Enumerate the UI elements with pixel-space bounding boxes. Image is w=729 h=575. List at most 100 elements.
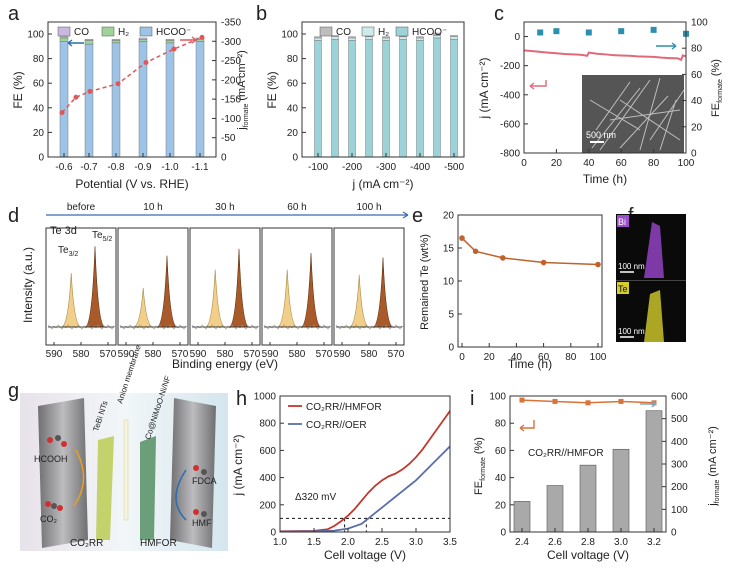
c-y2-tick-label-4: 80 [691,44,703,55]
point-i-fe-2 [585,400,591,406]
b-y-tick-label-0: 0 [292,153,298,164]
c-x-tick-label-0: 0 [521,158,527,169]
chart-c-y2-ticks: 0 20 40 60 80 100 [682,18,708,160]
b-y-tick-label-5: 100 [281,30,298,41]
c-x-tick-label-5: 100 [678,158,695,169]
bar-a-HCOO⁻--1.1 [195,41,205,158]
chart-f-eds-maps: Bi Te 100 nm 100 nm [616,214,686,342]
chart-d-core-label: Te 3d [50,225,77,237]
bar-a-HCOO⁻--1.0 [165,42,175,158]
legend-co-label: CO [74,27,89,38]
bar-b-HCOO⁻--350 [399,38,407,158]
d-x-tick-label-2-1: 580 [217,349,234,360]
bar-b-CO--450 [433,32,441,36]
chart-c-sem-texture [589,77,685,151]
eds-bi-scale-label: 100 nm [618,262,645,271]
chart-e-ylabel: Remained Te (wt%) [419,234,431,330]
chart-i-ylabel-fe: FE [473,481,485,495]
chart-a-jformate-points [59,34,205,116]
i-y-tick-label-5: 100 [489,392,506,403]
e-y-tick-label-1: 5 [448,310,454,321]
c-y2-tick-label-3: 60 [691,70,703,81]
e-x-tick-label-1: 20 [484,352,496,363]
chart-h-oer-line [279,445,451,533]
bar-a-CO--0.8 [111,38,121,41]
b-x-tick-label-1: -200 [342,162,362,173]
schematic-hcooh-label: HCOOH [34,454,68,464]
b-x-tick-label-2: -300 [376,162,396,173]
molecule-hcooh-o2 [61,441,67,447]
i-y2-tick-label-1: 100 [671,505,688,516]
panel-letter-a: a [8,3,20,25]
schematic-anode-plate [170,398,216,548]
chart-a-y2-ticks: 0 -50 -100 -150 -200 -250 -300 -350 [212,18,241,164]
e-x-tick-label-5: 100 [590,352,607,363]
chart-d-peak2-sub: 5/2 [103,236,113,243]
schematic-tebi-catalyst [96,436,114,540]
i-y2-tick-label-3: 300 [671,460,688,471]
legend-b-hcoo-swatch [395,26,409,37]
chart-h-frame [279,395,451,533]
chart-b: 0 20 40 60 80 100 -100 -200 -300 -400 -500 CO H₂ … [265,21,465,191]
e-x-tick-label-0: 0 [459,352,465,363]
bar-b-HCOO⁻--400 [416,40,424,158]
chart-a-y2label-unit: (mA cm⁻²) [236,50,248,100]
d-x-tick-label-0-1: 580 [73,349,90,360]
bar-b-H₂--250 [365,36,373,40]
chart-a-left-arrow [67,39,84,47]
e-y-tick-label-0: 0 [448,343,454,354]
i-x-tick-label-4: 3.2 [647,537,661,548]
d-x-tick-label-3-1: 580 [289,349,306,360]
e-x-tick-label-2: 40 [511,352,523,363]
bar-b-HCOO⁻--150 [331,38,339,158]
chart-h-legend-hmfor-label: CO₂RR//HMFOR [306,402,382,413]
b-x-tick-label-4: -500 [444,162,464,173]
i-y2-tick-label-2: 200 [671,482,688,493]
bar-b-H₂--200 [348,37,356,41]
legend-b-h2-swatch [361,26,375,37]
bar-a-HCOO⁻--0.8 [111,42,121,158]
legend-hcoo-swatch [139,26,153,37]
chart-c-fe-points [537,26,689,37]
c-x-tick-label-1: 20 [551,158,563,169]
d-peak-te52-0 [84,246,106,328]
c-y-tick-label-4: 0 [514,32,520,43]
bar-b-CO--500 [450,35,458,37]
chart-c: 500 nm -800 -600 -400 -200 0 0 20 40 60 80 100 0 2… [477,18,724,187]
bar-a-CO--0.9 [138,37,148,40]
bar-a-H₂--0.6 [59,37,69,42]
d-x-tick-label-4-1: 580 [361,349,378,360]
a-y2-tick-label-2: -100 [221,114,241,125]
b-x-tick-label-0: -100 [308,162,328,173]
chart-a-y2label-sub: formate [243,104,250,128]
chart-i-ylabel-sub: formate [480,457,487,481]
chart-h-ylabel: j (mA cm⁻²) [231,435,245,497]
chart-a-legend: CO H₂ HCOO⁻ [57,26,191,38]
chart-d-xlabel: Binding energy (eV) [172,357,278,371]
schematic-cathode-plate [38,398,88,548]
h-y-tick-label-4: 800 [259,419,276,430]
i-y2-tick-label-4: 400 [671,437,688,448]
chart-c-x-ticks: 0 20 40 60 80 100 [521,149,695,169]
chart-d: before 10 h 30 h 60 h 100 h 590 580 570 590 580 5… [21,202,409,371]
chart-b-legend: CO H₂ HCOO⁻ [319,26,447,38]
a-x-tick-label-4: -1.0 [161,162,179,173]
molecule-hmf-o [193,509,199,515]
h-x-tick-label-2: 2.0 [341,537,355,548]
chart-i-y-ticks: 0 20 40 60 80 100 [489,392,514,539]
b-y-tick-label-2: 40 [287,103,299,114]
c-y-tick-label-2: -400 [500,90,520,101]
bar-b-CO--300 [382,36,390,39]
a-y-tick-label-1: 20 [33,128,45,139]
schematic-hmf-label: HMF [192,518,212,528]
point-c-fe-1 [553,28,560,35]
panel-letter-d: d [8,205,19,227]
d-x-tick-label-3-2: 570 [316,349,333,360]
bar-b-H₂--400 [416,37,424,41]
point-c-fe-4 [650,26,657,33]
bar-a-H₂--1.0 [165,40,175,44]
chart-a: 0 20 40 60 80 100 0 -50 -100 -150 -200 -250 -300 -35… [11,18,250,192]
legend-b-hcoo-label: HCOO⁻ [412,27,447,38]
chart-e-line [461,237,599,266]
